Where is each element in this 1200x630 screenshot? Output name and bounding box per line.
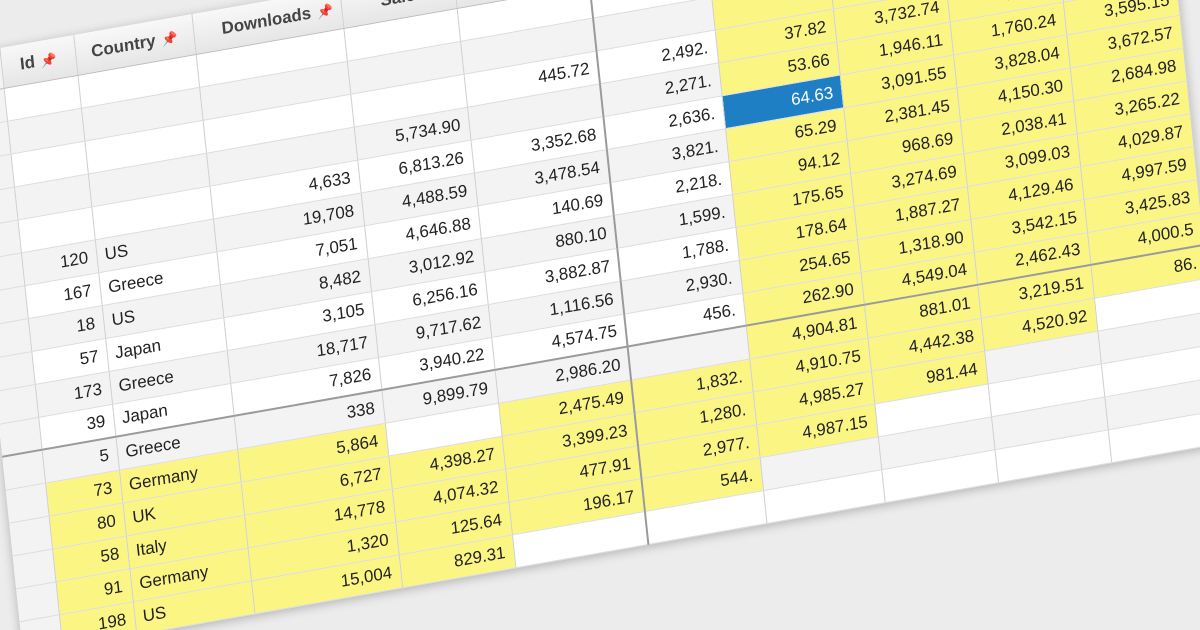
pin-icon[interactable]: 📌 xyxy=(160,29,179,48)
pin-icon[interactable]: 📌 xyxy=(316,2,334,21)
column-header-label: Sales xyxy=(379,0,425,10)
pin-icon[interactable]: 📌 xyxy=(40,51,58,69)
column-header-label: Downloads xyxy=(220,3,312,38)
column-header-label: Id xyxy=(18,51,36,74)
column-header-label: Country xyxy=(90,30,157,61)
